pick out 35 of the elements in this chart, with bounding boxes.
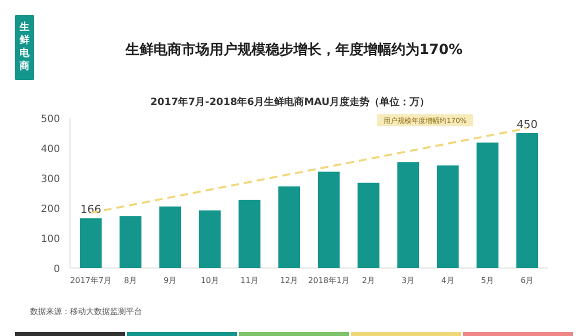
x-tick-label: 2018年1月 [308,276,350,285]
x-tick-label: 2017年7月 [70,276,112,285]
bar [397,162,420,268]
bar [516,133,538,268]
x-tick-label: 11月 [240,276,259,285]
chart-title: 生鲜电商市场用户规模稳步增长，年度增幅约为170% [124,41,463,58]
bar [358,182,380,268]
x-tick-label: 2月 [362,276,376,285]
y-tick-label: 0 [54,264,60,275]
bar [278,186,300,268]
bar [436,165,459,268]
bar [476,142,498,268]
data-label: 450 [516,118,538,131]
x-tick-label: 4月 [441,276,454,285]
y-tick-label: 100 [40,234,60,245]
y-tick-label: 200 [40,204,60,215]
chart-subtitle: 2017年7月-2018年6月生鲜电商MAU月度走势（单位：万） [150,96,430,108]
bar [120,216,142,268]
x-tick-label: 12月 [280,276,298,285]
y-tick-label: 400 [40,144,60,155]
bar [80,218,102,268]
text: 生鲜电商 [18,21,30,72]
y-tick-label: 300 [40,174,60,185]
x-tick-label: 8月 [124,276,138,285]
x-tick-label: 9月 [164,276,177,285]
x-tick-label: 6月 [520,276,534,285]
source-note: 数据来源：移动大数据监测平台 [30,307,142,316]
bar [198,210,221,268]
bar [238,200,260,268]
x-tick-label: 5月 [480,276,494,285]
x-tick-label: 3月 [402,276,415,285]
y-tick-label: 500 [40,114,60,125]
bar [318,172,340,268]
bar [159,206,182,268]
x-tick-label: 10月 [200,276,219,285]
